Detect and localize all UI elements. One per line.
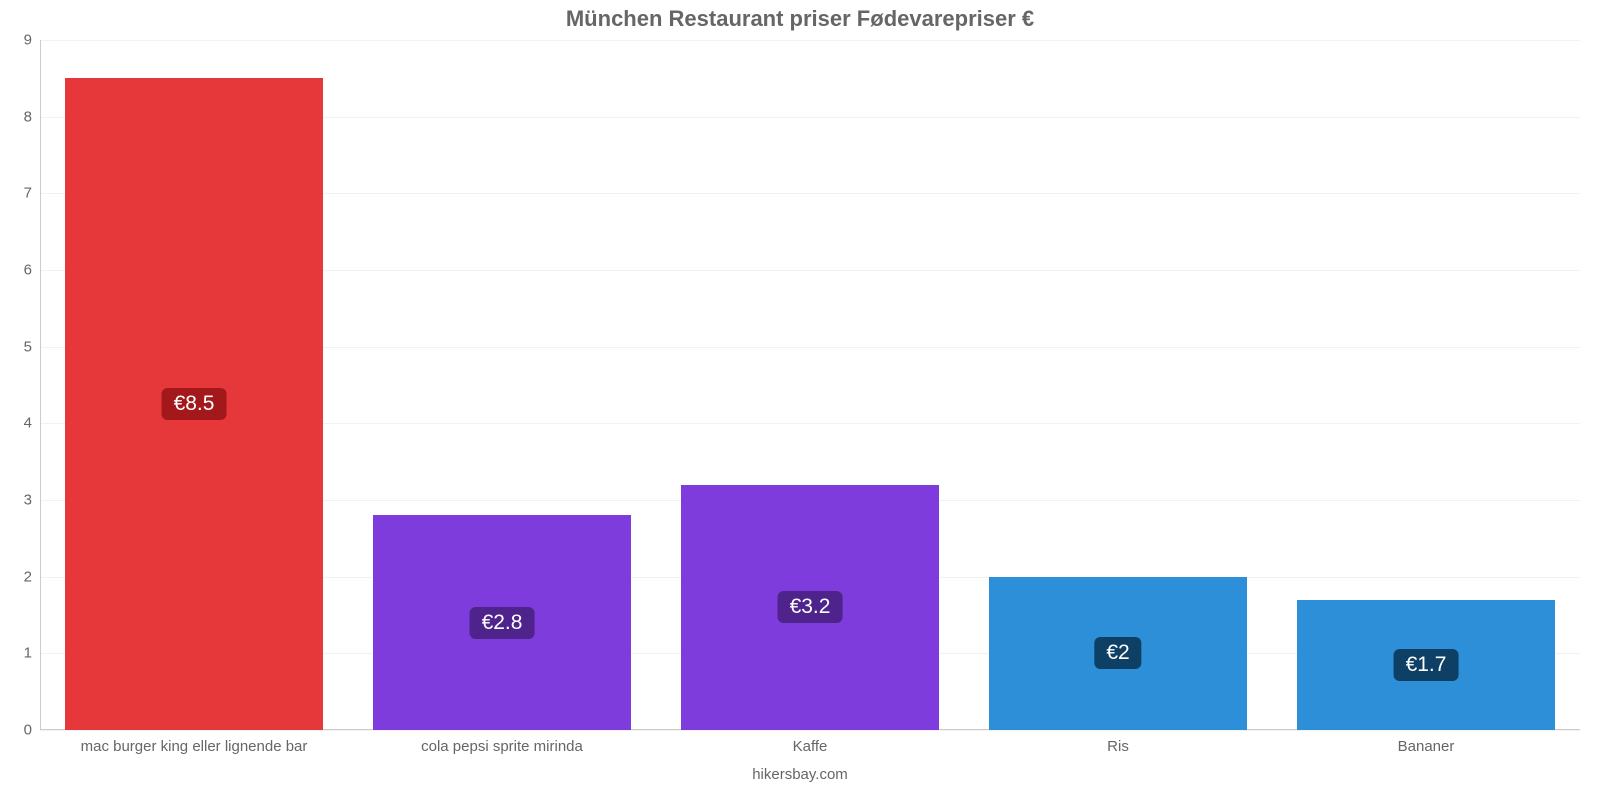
y-tick-label: 5 — [24, 338, 40, 355]
y-tick-label: 2 — [24, 568, 40, 585]
bar-value-label: €1.7 — [1394, 649, 1459, 681]
y-tick-label: 8 — [24, 108, 40, 125]
bar-value-label: €2 — [1094, 637, 1141, 669]
plot-area: 0123456789 €8.5€2.8€3.2€2€1.7 mac burger… — [40, 40, 1580, 730]
x-tick-label: mac burger king eller lignende bar — [81, 730, 308, 755]
y-tick-label: 3 — [24, 492, 40, 509]
x-tick-label: Kaffe — [793, 730, 828, 755]
bar-value-label: €3.2 — [778, 591, 843, 623]
bar-value-label: €8.5 — [162, 388, 227, 420]
y-tick-label: 9 — [24, 32, 40, 49]
y-tick-label: 6 — [24, 262, 40, 279]
credit-text: hikersbay.com — [0, 766, 1600, 783]
x-tick-label: Bananer — [1398, 730, 1455, 755]
x-tick-label: cola pepsi sprite mirinda — [421, 730, 583, 755]
y-tick-label: 1 — [24, 645, 40, 662]
x-tick-label: Ris — [1107, 730, 1129, 755]
y-tick-label: 0 — [24, 722, 40, 739]
chart-title: München Restaurant priser Fødevarepriser… — [0, 6, 1600, 32]
bars-layer: €8.5 €2.8 €3.2 €2 €1.7 — [40, 40, 1580, 730]
bar-value-label: €2.8 — [470, 607, 535, 639]
y-tick-label: 7 — [24, 185, 40, 202]
chart-container: München Restaurant priser Fødevarepriser… — [0, 0, 1600, 800]
y-tick-label: 4 — [24, 415, 40, 432]
